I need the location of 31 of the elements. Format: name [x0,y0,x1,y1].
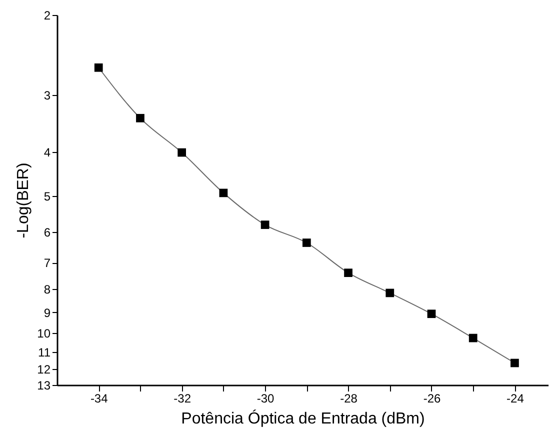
y-axis-title: -Log(BER) [15,162,32,238]
y-tick-label: 6 [44,226,51,240]
point [468,334,478,342]
point [219,188,228,198]
point [344,268,352,277]
y-tick-label: 11 [38,345,51,360]
y-tick-label: 2 [44,8,51,22]
y-tick-label: 7 [44,256,51,270]
x-tick-label: -34 [90,392,108,406]
x-tick-label: -26 [423,392,441,406]
point [510,358,519,368]
x-tick-label: -28 [340,392,358,406]
x-tick-label: -32 [174,392,192,406]
x-tick-label: -30 [256,392,275,406]
y-tick-label: 8 [44,282,51,297]
y-tick-label: 13 [37,378,51,392]
point [386,288,394,298]
y-tick-label: 4 [44,146,51,160]
point [94,63,103,72]
y-tick-label: 3 [44,88,51,103]
point [302,238,311,247]
x-tick-label: -24 [506,392,524,406]
point [260,220,270,229]
point [178,148,186,157]
y-tick-label: 10 [37,326,51,341]
point [136,114,144,122]
point [427,310,436,318]
y-tick-label: 5 [44,190,51,204]
y-tick-label: 9 [44,306,51,320]
y-tick-label: 12 [37,362,51,377]
x-axis-title: Potência Óptica de Entrada (dBm) [181,410,425,428]
